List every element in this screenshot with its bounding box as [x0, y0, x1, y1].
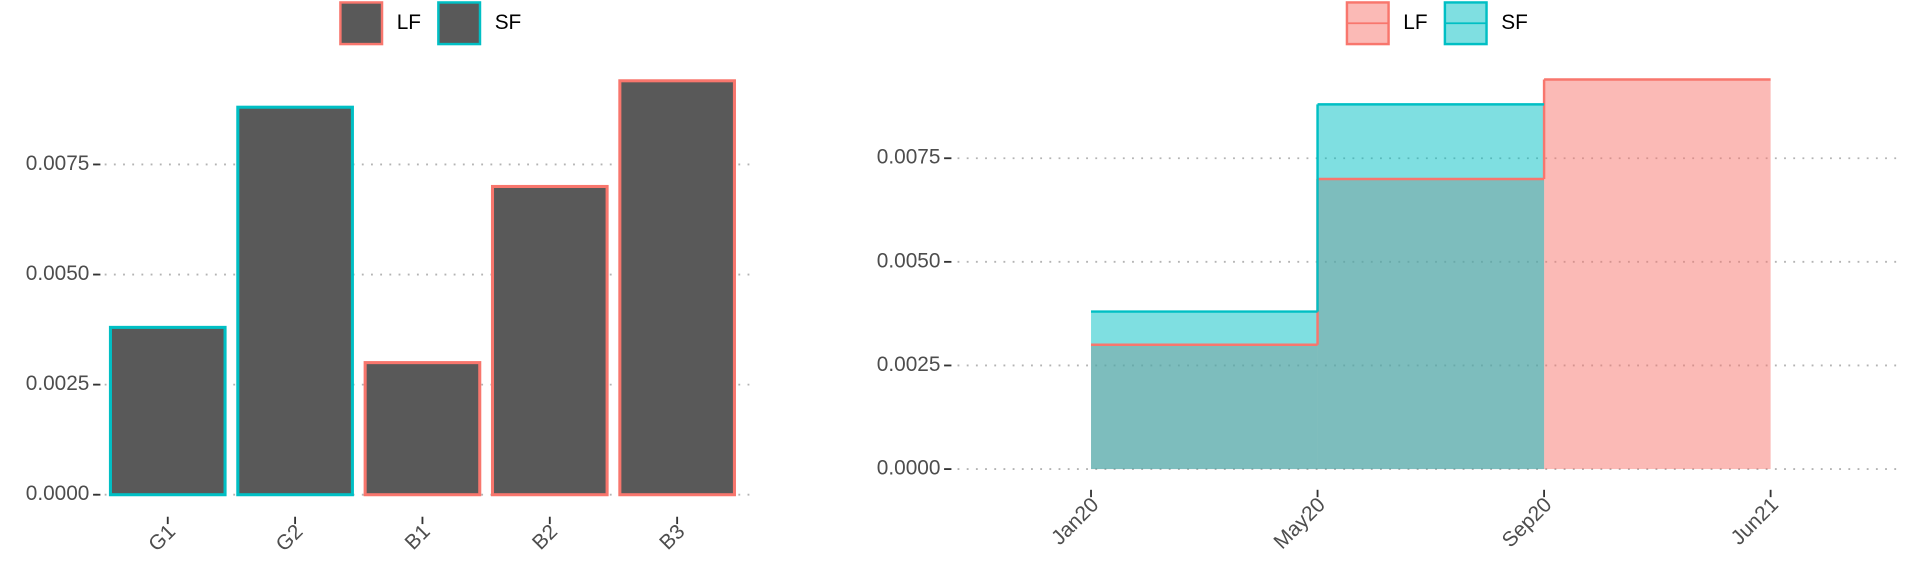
- x-tick-label: Sep20: [1498, 493, 1557, 552]
- y-tick-label: 0.0000: [877, 457, 941, 480]
- y-tick-label: 0.0000: [26, 482, 90, 505]
- x-tick-label: B1: [401, 520, 435, 554]
- x-tick-label: B3: [655, 520, 689, 554]
- y-tick-label: 0.0075: [26, 152, 90, 175]
- y-tick-label: 0.0075: [877, 146, 941, 169]
- legend-label: SF: [495, 11, 522, 34]
- x-tick-label: B2: [528, 520, 562, 554]
- y-tick-label: 0.0050: [877, 249, 941, 272]
- x-tick-label: May20: [1269, 493, 1329, 553]
- bar: [618, 79, 736, 497]
- step-area: [1317, 104, 1545, 470]
- y-tick-label: 0.0025: [877, 353, 941, 376]
- legend-label: LF: [1403, 11, 1427, 34]
- x-tick-label: Jun21: [1727, 493, 1783, 549]
- bar: [108, 325, 227, 497]
- legend-label: SF: [1501, 11, 1528, 34]
- bar: [490, 184, 609, 497]
- bar: [363, 361, 482, 497]
- x-tick-label: Jan20: [1047, 493, 1103, 549]
- step-area: [1091, 311, 1318, 470]
- legend-key: [437, 1, 482, 46]
- y-tick-label: 0.0025: [26, 372, 90, 395]
- y-tick-label: 0.0050: [26, 262, 90, 285]
- x-tick-label: G1: [144, 520, 180, 556]
- bar: [236, 105, 354, 497]
- x-tick-label: G2: [272, 520, 308, 556]
- legend-key: [339, 1, 384, 46]
- step-area: [1544, 79, 1771, 470]
- legend-label: LF: [397, 11, 421, 34]
